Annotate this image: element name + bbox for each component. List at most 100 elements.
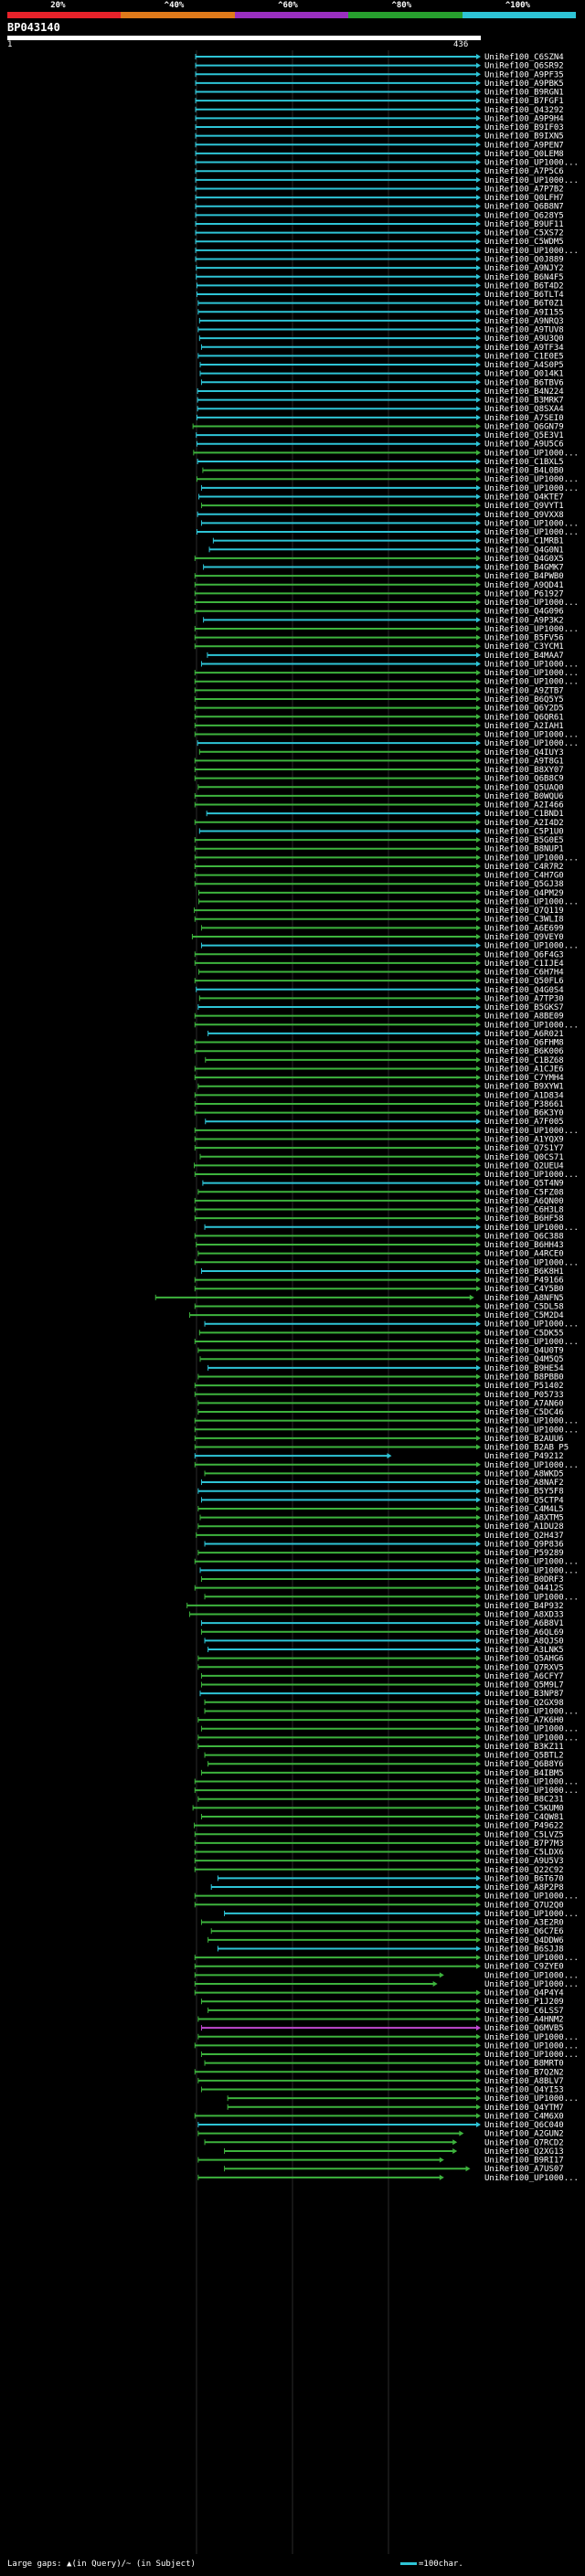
hit-row[interactable]: UniRef100_C4H7G0	[194, 872, 564, 881]
hit-label[interactable]: UniRef100_Q5E3V1	[484, 431, 564, 440]
hit-row[interactable]: UniRef100_B8PBB0	[197, 1373, 564, 1383]
hit-label[interactable]: UniRef100_UP1000...	[484, 528, 579, 537]
hit-row[interactable]: UniRef100_Q5UAQ0	[197, 783, 564, 792]
hit-row[interactable]: UniRef100_B8MRT0	[204, 2060, 564, 2069]
hit-row[interactable]: UniRef100_Q6C7E6	[210, 1927, 564, 1936]
hit-label[interactable]: UniRef100_C5LVZ5	[484, 1830, 564, 1839]
hit-label[interactable]: UniRef100_C4H7G0	[484, 872, 564, 881]
hit-label[interactable]: UniRef100_B9RI17	[484, 2157, 564, 2166]
hit-row[interactable]: UniRef100_C6LSS7	[207, 2007, 564, 2016]
hit-label[interactable]: UniRef100_B4L0B0	[484, 467, 564, 476]
hit-row[interactable]: UniRef100_A7F005	[205, 1118, 564, 1127]
hit-label[interactable]: UniRef100_UP1000...	[484, 897, 579, 906]
hit-row[interactable]: UniRef100_B7P7M3	[194, 1839, 564, 1849]
hit-label[interactable]: UniRef100_Q6F4G3	[484, 950, 564, 959]
hit-row[interactable]: UniRef100_B5GKS7	[197, 1003, 564, 1012]
hit-row[interactable]: UniRef100_UP1000...	[204, 1593, 579, 1602]
hit-label[interactable]: UniRef100_Q5GJ38	[484, 880, 564, 889]
hit-label[interactable]: UniRef100_A2IAH1	[484, 722, 564, 731]
hit-row[interactable]: UniRef100_A8BE09	[194, 1012, 564, 1022]
hit-row[interactable]: UniRef100_A6B8V1	[200, 1619, 564, 1628]
hit-label[interactable]: UniRef100_A1DU28	[484, 1522, 564, 1532]
hit-row[interactable]: UniRef100_A9I155	[197, 308, 564, 317]
hit-label[interactable]: UniRef100_B4IBM5	[484, 1769, 564, 1778]
hit-row[interactable]: UniRef100_C5DK55	[198, 1329, 564, 1338]
hit-row[interactable]: UniRef100_A9P3K2	[203, 616, 564, 625]
hit-label[interactable]: UniRef100_Q4G0N1	[484, 546, 564, 555]
hit-row[interactable]: UniRef100_B6TBV6	[200, 378, 564, 387]
hit-label[interactable]: UniRef100_B6Q5Y5	[484, 695, 564, 705]
hit-label[interactable]: UniRef100_Q7RCD2	[484, 2138, 564, 2147]
hit-label[interactable]: UniRef100_B6HF58	[484, 1214, 564, 1224]
hit-label[interactable]: UniRef100_B7Q2N2	[484, 2068, 564, 2077]
hit-label[interactable]: UniRef100_A6R021	[484, 1030, 564, 1039]
hit-row[interactable]: UniRef100_A7SEI0	[196, 414, 564, 423]
hit-row[interactable]: UniRef100_B4IBM5	[200, 1769, 564, 1778]
hit-label[interactable]: UniRef100_UP1000...	[484, 599, 579, 608]
hit-row[interactable]: UniRef100_Q5GJ38	[194, 880, 564, 889]
hit-label[interactable]: UniRef100_C1IJE4	[484, 959, 564, 969]
hit-row[interactable]: UniRef100_A7P7B2	[195, 185, 564, 194]
hit-label[interactable]: UniRef100_B4MAA7	[484, 652, 564, 661]
hit-label[interactable]: UniRef100_Q6C040	[484, 2121, 564, 2130]
hit-label[interactable]: UniRef100_A9U5V3	[484, 1857, 564, 1866]
hit-row[interactable]: UniRef100_B9HE54	[207, 1364, 564, 1373]
hit-row[interactable]: UniRef100_UP1000...	[197, 2174, 579, 2183]
hit-label[interactable]: UniRef100_A9T8G1	[484, 757, 564, 766]
hit-label[interactable]: UniRef100_UP1000...	[484, 1707, 579, 1716]
hit-row[interactable]: UniRef100_Q4412S	[194, 1585, 564, 1594]
hit-row[interactable]: UniRef100_Q6GN79	[192, 422, 564, 431]
hit-row[interactable]: UniRef100_UP1000...	[194, 1892, 579, 1902]
hit-label[interactable]: UniRef100_Q2H437	[484, 1532, 564, 1541]
hit-label[interactable]: UniRef100_B4PWB0	[484, 572, 564, 581]
hit-label[interactable]: UniRef100_A8BE09	[484, 1012, 564, 1022]
hit-row[interactable]: UniRef100_Q4G0X5	[194, 555, 564, 564]
hit-label[interactable]: UniRef100_UP1000...	[484, 475, 579, 484]
hit-row[interactable]: UniRef100_A2I4D2	[194, 819, 564, 828]
hit-label[interactable]: UniRef100_A1CJE6	[484, 1065, 564, 1074]
hit-label[interactable]: UniRef100_B8XY07	[484, 766, 564, 775]
hit-label[interactable]: UniRef100_UP1000...	[484, 1777, 579, 1786]
hit-row[interactable]: UniRef100_C7YMH4	[194, 1074, 564, 1083]
hit-label[interactable]: UniRef100_UP1000...	[484, 449, 579, 458]
hit-row[interactable]: UniRef100_A9TF34	[200, 344, 564, 353]
hit-row[interactable]: UniRef100_A7TP30	[198, 994, 564, 1003]
hit-label[interactable]: UniRef100_A9NJY2	[484, 264, 564, 273]
hit-row[interactable]: UniRef100_A9U5V3	[194, 1857, 564, 1866]
hit-row[interactable]: UniRef100_B9UF11	[195, 220, 564, 229]
hit-row[interactable]: UniRef100_C9ZYE0	[194, 1963, 564, 1972]
hit-row[interactable]: UniRef100_A9PF35	[195, 70, 564, 80]
hit-row[interactable]: UniRef100_UP1000...	[195, 159, 579, 168]
hit-row[interactable]: UniRef100_A1DU28	[197, 1522, 564, 1532]
hit-label[interactable]: UniRef100_A7AN60	[484, 1399, 564, 1408]
hit-row[interactable]: UniRef100_Q0LFH7	[195, 194, 564, 203]
hit-row[interactable]: UniRef100_A9TUV8	[197, 326, 564, 335]
hit-label[interactable]: UniRef100_Q6FHM8	[484, 1039, 564, 1048]
hit-row[interactable]: UniRef100_B6N4F5	[196, 273, 564, 282]
hit-row[interactable]: UniRef100_Q9VEY0	[191, 933, 564, 942]
hit-label[interactable]: UniRef100_B4GMK7	[484, 564, 564, 573]
hit-label[interactable]: UniRef100_Q4IUY3	[484, 748, 564, 758]
hit-label[interactable]: UniRef100_UP1000...	[484, 1461, 579, 1470]
hit-label[interactable]: UniRef100_B6T4D2	[484, 281, 564, 291]
hit-row[interactable]: UniRef100_B4PWB0	[194, 572, 564, 581]
hit-label[interactable]: UniRef100_Q7RXV5	[484, 1663, 564, 1672]
hit-row[interactable]: UniRef100_Q7U2Q0	[194, 1901, 564, 1910]
hit-label[interactable]: UniRef100_Q6GN79	[484, 422, 564, 431]
hit-label[interactable]: UniRef100_C4M4L5	[484, 1505, 564, 1514]
hit-row[interactable]: UniRef100_Q6F4G3	[194, 950, 564, 959]
hit-label[interactable]: UniRef100_B9UF11	[484, 220, 564, 229]
hit-row[interactable]: UniRef100_Q4PM29	[198, 889, 564, 898]
hit-row[interactable]: UniRef100_UP1000...	[194, 1971, 579, 1980]
hit-row[interactable]: UniRef100_UP1000...	[200, 1725, 579, 1734]
hit-label[interactable]: UniRef100_UP1000...	[484, 1786, 579, 1796]
hit-label[interactable]: UniRef100_A9U5C6	[484, 440, 564, 450]
hit-label[interactable]: UniRef100_Q4G0S4	[484, 986, 564, 995]
hit-row[interactable]: UniRef100_UP1000...	[194, 1338, 579, 1347]
hit-row[interactable]: UniRef100_UP1000...	[194, 1558, 579, 1567]
hit-label[interactable]: UniRef100_A2I466	[484, 801, 564, 811]
hit-row[interactable]: UniRef100_A1YQX9	[194, 1135, 564, 1144]
hit-label[interactable]: UniRef100_A7TP30	[484, 994, 564, 1003]
hit-row[interactable]: UniRef100_Q9VXX8	[197, 511, 564, 520]
hit-label[interactable]: UniRef100_B6HH43	[484, 1241, 564, 1250]
